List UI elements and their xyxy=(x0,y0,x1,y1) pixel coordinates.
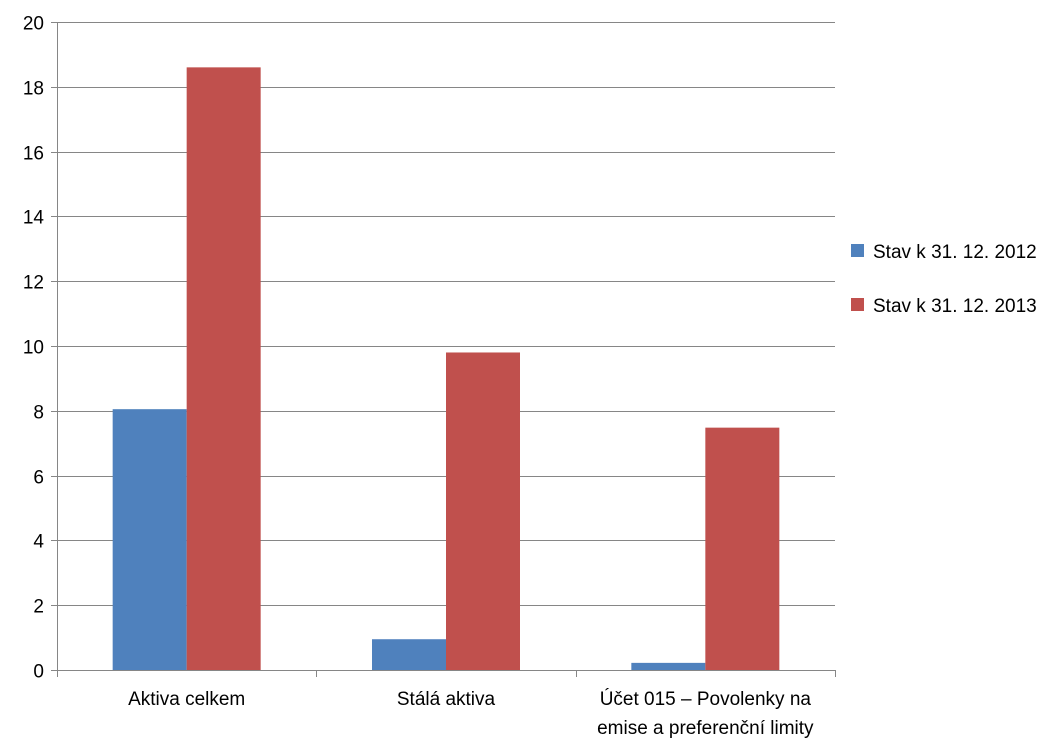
y-tick-label: 16 xyxy=(23,144,44,165)
legend-label: Stav k 31. 12. 2012 xyxy=(873,242,1037,263)
x-category-label: Aktiva celkem xyxy=(128,689,245,710)
legend-swatch xyxy=(851,298,864,311)
x-category-label: Stálá aktiva xyxy=(397,689,496,710)
y-tick-label: 2 xyxy=(33,597,44,618)
y-tick-label: 6 xyxy=(33,468,44,489)
y-tick-label: 4 xyxy=(33,532,44,553)
y-tick-label: 8 xyxy=(33,403,44,424)
x-category-label: emise a preferenční limity xyxy=(597,718,814,739)
legend: Stav k 31. 12. 2012 Stav k 31. 12. 2013 xyxy=(851,242,1037,317)
bars xyxy=(112,67,780,671)
bar xyxy=(372,639,446,670)
bar xyxy=(112,409,187,670)
y-tick-label: 20 xyxy=(23,14,44,35)
y-tick-label: 14 xyxy=(23,208,45,229)
y-tick-label: 10 xyxy=(23,338,44,359)
y-tick-label: 12 xyxy=(23,273,44,294)
bar xyxy=(186,67,261,671)
bar xyxy=(446,352,520,670)
legend-label: Stav k 31. 12. 2013 xyxy=(873,296,1037,317)
bar xyxy=(705,427,780,670)
legend-swatch xyxy=(851,244,864,257)
y-tick-label: 0 xyxy=(33,662,44,683)
x-category-label: Účet 015 – Povolenky na xyxy=(600,688,812,710)
axes: 0 2 4 6 8 10 12 14 16 18 20 Aktiva celkem Stálá akti… xyxy=(23,14,836,739)
y-tick-label: 18 xyxy=(23,79,44,100)
bar xyxy=(631,662,706,670)
